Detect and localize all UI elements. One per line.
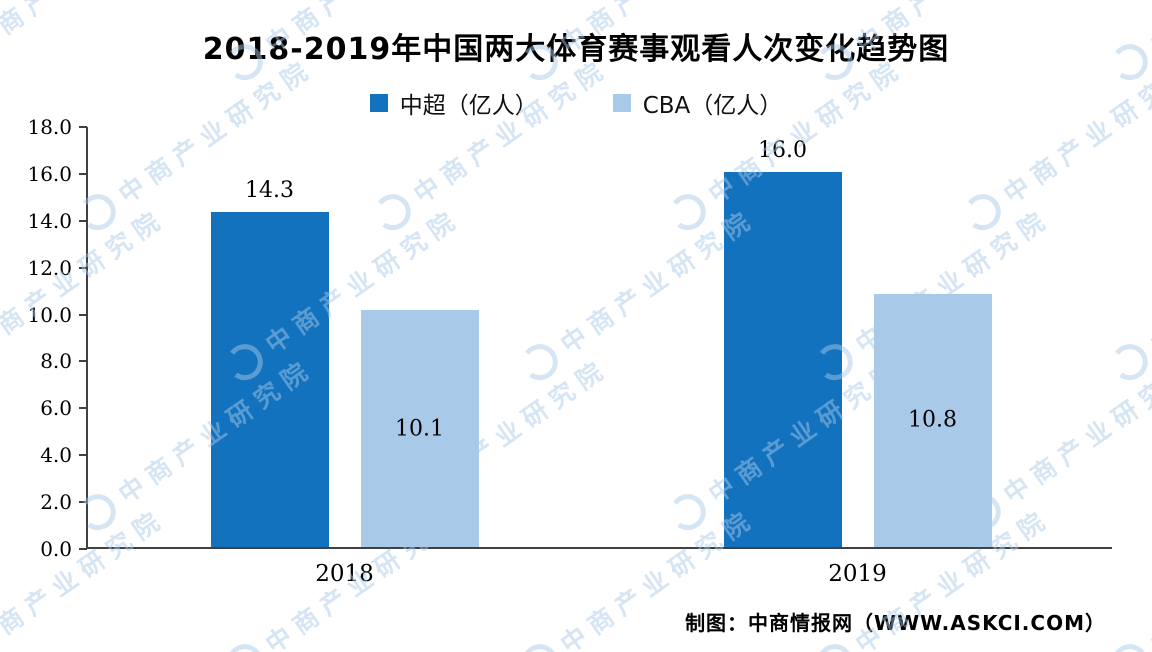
watermark-logo-icon: [1108, 341, 1151, 383]
y-tick-label: 4.0: [40, 443, 72, 468]
watermark-logo-icon: [1108, 641, 1151, 652]
legend-swatch-icon: [369, 94, 388, 112]
y-tick-label: 16.0: [27, 161, 72, 186]
y-tick-label: 2.0: [40, 490, 72, 515]
y-tick-mark: [79, 548, 87, 550]
y-tick-mark: [79, 454, 87, 457]
y-tick-mark: [79, 360, 87, 363]
watermark-logo-icon: [813, 641, 856, 652]
chart-legend: 中超（亿人） CBA（亿人）: [0, 86, 1152, 120]
bar-value-label: 14.3: [245, 177, 294, 203]
y-tick-label: 12.0: [27, 255, 72, 280]
y-tick-mark: [79, 407, 87, 410]
y-tick-mark: [79, 172, 87, 175]
legend-item: CBA（亿人）: [612, 86, 783, 120]
y-tick-label: 8.0: [40, 349, 72, 374]
legend-label: CBA（亿人）: [642, 93, 783, 119]
y-tick-mark: [79, 501, 87, 504]
y-tick-label: 6.0: [40, 396, 72, 421]
watermark-logo-icon: [223, 641, 266, 652]
y-tick-mark: [79, 266, 87, 269]
legend-swatch-icon: [612, 94, 631, 112]
bar-value-label: 16.0: [758, 137, 807, 163]
y-tick-label: 10.0: [27, 302, 72, 327]
watermark-text: 中商产业研究院: [1145, 502, 1152, 652]
y-tick-label: 14.0: [27, 208, 72, 233]
plot-area: 0.0 2.0 4.0 6.0 8.0 10.0 12.0 14.0 16.0 18.0 14.3…: [27, 115, 1112, 587]
x-axis-label: 2018: [315, 561, 374, 587]
bar-2018-zhongchao: 14.3: [210, 178, 329, 547]
y-tick-mark: [79, 219, 87, 222]
y-tick-mark: [79, 126, 87, 128]
legend-label: 中超（亿人）: [399, 93, 538, 119]
y-tick-label: 18.0: [27, 115, 72, 139]
chart-title: 2018-2019年中国两大体育赛事观看人次变化趋势图: [202, 32, 950, 67]
bar-2019-cba: 10.8: [873, 293, 992, 547]
bar-2018-cba: 10.1: [360, 310, 479, 547]
y-tick-mark: [79, 313, 87, 316]
watermark-text: 中商产业研究院: [1145, 202, 1152, 360]
bar-value-label: 10.1: [395, 416, 444, 442]
watermark-logo-icon: [518, 641, 561, 652]
bar-value-label: 10.8: [908, 407, 957, 433]
legend-item: 中超（亿人）: [369, 86, 538, 120]
source-credit: 制图：中商情报网（WWW.ASKCI.COM）: [685, 611, 1106, 635]
bar-2019-zhongchao: 16.0: [723, 138, 842, 547]
x-axis-label: 2019: [828, 561, 887, 587]
y-tick-label: 0.0: [40, 537, 72, 561]
